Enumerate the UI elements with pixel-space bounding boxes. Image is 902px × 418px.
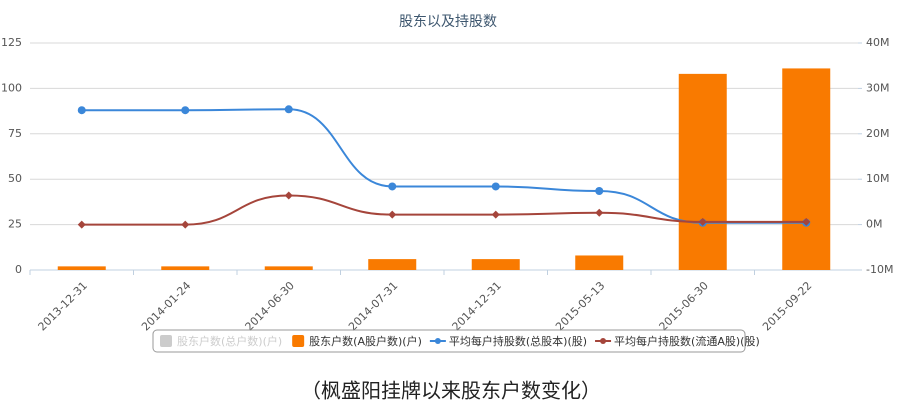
legend: 股东户数(总户数)(户) 股东户数(A股户数)(户) 平均每户持股数(总股本)(股)… (152, 329, 760, 353)
y2-tick-label: 0M (866, 218, 883, 231)
legend-symbol (600, 338, 607, 344)
marker (181, 106, 190, 115)
marker (284, 105, 293, 114)
caption: （枫盛阳挂牌以来股东户数变化） (301, 379, 601, 403)
legend-item[interactable]: 股东户数(总户数)(户) (160, 334, 282, 348)
marker (388, 210, 397, 219)
legend-label: 股东户数(A股户数)(户) (309, 334, 422, 348)
marker (595, 187, 604, 196)
y2-tick-label: 10M (866, 172, 890, 185)
bar (161, 266, 210, 270)
x-tick-label: 2015-09-22 (760, 279, 814, 333)
x-tick-label: 2013-12-31 (36, 279, 90, 333)
legend-item[interactable]: 平均每户持股数(流通A股)(股) (595, 334, 760, 348)
chart-title: 股东以及持股数 (399, 14, 497, 30)
marker (491, 210, 500, 219)
y-tick-label: 25 (8, 218, 22, 231)
marker (698, 217, 707, 226)
marker (284, 191, 293, 200)
legend-symbol (292, 335, 305, 347)
marker (802, 217, 811, 226)
y2-tick-label: -10M (866, 263, 893, 276)
bar (678, 73, 727, 270)
x-tick-label: 2015-06-30 (657, 279, 711, 333)
bar (471, 259, 520, 270)
x-tick-label: 2014-01-24 (139, 279, 193, 333)
marker (77, 106, 86, 115)
y-tick-label: 50 (8, 172, 22, 185)
bar (368, 259, 417, 270)
y-tick-label: 0 (15, 263, 22, 276)
bar (264, 266, 313, 270)
marker (77, 220, 86, 229)
marker (388, 182, 397, 191)
x-tick-label: 2014-07-31 (346, 279, 400, 333)
legend-label: 平均每户持股数(流通A股)(股) (614, 334, 760, 348)
legend-item[interactable]: 平均每户持股数(总股本)(股) (429, 334, 587, 348)
y-tick-label: 100 (1, 81, 22, 94)
x-tick-label: 2014-12-31 (450, 279, 504, 333)
bar (57, 266, 106, 270)
y2-tick-label: 20M (866, 127, 890, 140)
y-tick-label: 75 (8, 127, 22, 140)
marker (181, 220, 190, 229)
legend-label: 平均每户持股数(总股本)(股) (449, 334, 587, 348)
y2-tick-label: 40M (866, 36, 890, 49)
y2-tick-label: 30M (866, 81, 890, 94)
legend-label: 股东户数(总户数)(户) (177, 334, 282, 348)
line (81, 194, 807, 226)
legend-box (152, 329, 746, 353)
bar (782, 68, 831, 270)
x-tick-label: 2015-05-13 (553, 279, 607, 333)
marker (595, 208, 604, 217)
legend-symbol (160, 335, 172, 347)
y-tick-label: 125 (1, 36, 22, 49)
marker (491, 182, 500, 191)
legend-item[interactable]: 股东户数(A股户数)(户) (292, 334, 422, 348)
legend-symbol (434, 338, 441, 344)
x-tick-label: 2014-06-30 (243, 279, 297, 333)
bar (575, 255, 624, 270)
